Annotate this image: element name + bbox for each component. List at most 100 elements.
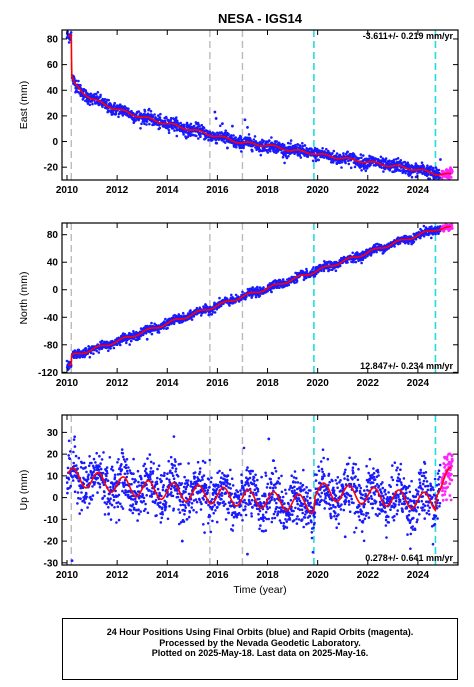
final-orbit-point — [428, 177, 431, 180]
final-orbit-point — [96, 343, 99, 346]
final-orbit-point — [429, 165, 433, 168]
final-orbit-point — [80, 491, 83, 494]
final-orbit-point — [281, 499, 284, 503]
final-orbit-point — [136, 469, 140, 473]
final-orbit-point — [136, 485, 139, 488]
final-orbit-point — [116, 473, 120, 476]
final-orbit-point — [434, 232, 438, 236]
final-orbit-point — [183, 504, 187, 507]
final-orbit-point — [240, 473, 243, 477]
x-tick-label: 2016 — [206, 185, 229, 196]
final-orbit-point — [328, 268, 332, 272]
final-orbit-point — [218, 495, 221, 499]
final-orbit-point — [225, 478, 229, 482]
final-orbit-point — [76, 502, 79, 505]
final-orbit-point — [65, 481, 69, 484]
final-orbit-point — [293, 489, 296, 492]
final-orbit-point — [175, 134, 179, 138]
final-orbit-point — [286, 141, 290, 145]
final-orbit-point — [278, 482, 282, 485]
final-orbit-point — [430, 236, 433, 240]
final-orbit-point — [263, 492, 267, 496]
final-orbit-point — [89, 351, 93, 355]
final-orbit-point — [246, 466, 249, 469]
final-orbit-point — [127, 107, 130, 111]
final-orbit-point — [79, 466, 83, 469]
final-orbit-point — [272, 512, 276, 516]
final-orbit-point — [195, 500, 199, 504]
final-orbit-point — [113, 473, 117, 477]
final-orbit-point — [239, 489, 242, 492]
final-orbit-point — [222, 500, 225, 504]
final-orbit-point — [295, 517, 298, 521]
final-orbit-point — [174, 470, 177, 473]
final-orbit-point — [211, 310, 215, 314]
final-orbit-point — [167, 129, 171, 132]
final-orbit-point — [265, 486, 269, 489]
final-orbit-point — [247, 484, 251, 487]
final-orbit-point — [92, 466, 96, 470]
final-orbit-point — [148, 475, 152, 479]
final-orbit-point — [258, 294, 262, 298]
final-orbit-point — [302, 525, 306, 529]
final-orbit-point — [216, 471, 219, 475]
final-orbit-point — [264, 471, 267, 475]
final-orbit-point — [171, 494, 175, 498]
final-orbit-point — [188, 510, 192, 514]
final-orbit-point — [198, 125, 201, 128]
final-orbit-point — [270, 498, 273, 502]
final-orbit-point — [116, 461, 119, 464]
final-orbit-point — [192, 124, 196, 128]
final-orbit-point — [235, 146, 238, 149]
final-orbit-point — [98, 483, 102, 486]
final-orbit-point — [72, 461, 75, 465]
final-orbit-point — [123, 491, 126, 495]
final-orbit-point — [281, 495, 285, 499]
final-orbit-point — [110, 503, 114, 507]
final-orbit-point — [117, 458, 120, 461]
final-orbit-point — [213, 489, 216, 492]
final-orbit-point — [186, 135, 190, 139]
final-orbit-point — [124, 483, 128, 487]
y-tick-label: 20 — [47, 111, 59, 122]
final-orbit-point — [95, 349, 98, 353]
final-orbit-point — [285, 156, 289, 160]
final-orbit-point — [159, 474, 163, 477]
final-orbit-point — [160, 516, 164, 520]
final-orbit-point — [164, 501, 168, 504]
final-orbit-point — [302, 502, 305, 506]
final-orbit-point — [75, 476, 79, 480]
final-orbit-point — [198, 470, 202, 474]
final-orbit-point — [270, 290, 273, 294]
final-orbit-point — [164, 505, 168, 509]
final-orbit-point — [198, 472, 201, 476]
final-orbit-point — [176, 492, 179, 495]
final-orbit-point — [205, 501, 208, 505]
final-orbit-point — [218, 493, 222, 496]
final-orbit-point — [231, 524, 235, 527]
final-orbit-point — [252, 482, 256, 486]
final-orbit-point — [301, 518, 304, 521]
final-orbit-point — [273, 516, 277, 520]
final-orbit-point — [139, 510, 142, 513]
final-orbit-point — [251, 294, 254, 297]
final-orbit-point — [420, 161, 424, 164]
final-orbit-point — [143, 122, 146, 126]
final-orbit-point — [229, 468, 232, 472]
final-orbit-point — [203, 489, 207, 492]
final-orbit-point — [218, 296, 221, 300]
final-orbit-point — [177, 508, 180, 511]
final-orbit-point — [288, 518, 292, 521]
final-orbit-point — [295, 476, 298, 480]
final-orbit-point — [210, 508, 214, 511]
final-orbit-point — [149, 467, 153, 470]
y-axis-label: North (mm) — [18, 271, 30, 324]
final-orbit-point — [113, 506, 116, 509]
final-orbit-point — [183, 513, 186, 516]
final-orbit-point — [295, 499, 299, 503]
final-orbit-point — [79, 84, 82, 87]
final-orbit-point — [182, 133, 185, 136]
final-orbit-point — [254, 473, 257, 477]
final-orbit-point — [77, 79, 80, 83]
final-orbit-point — [347, 159, 350, 163]
